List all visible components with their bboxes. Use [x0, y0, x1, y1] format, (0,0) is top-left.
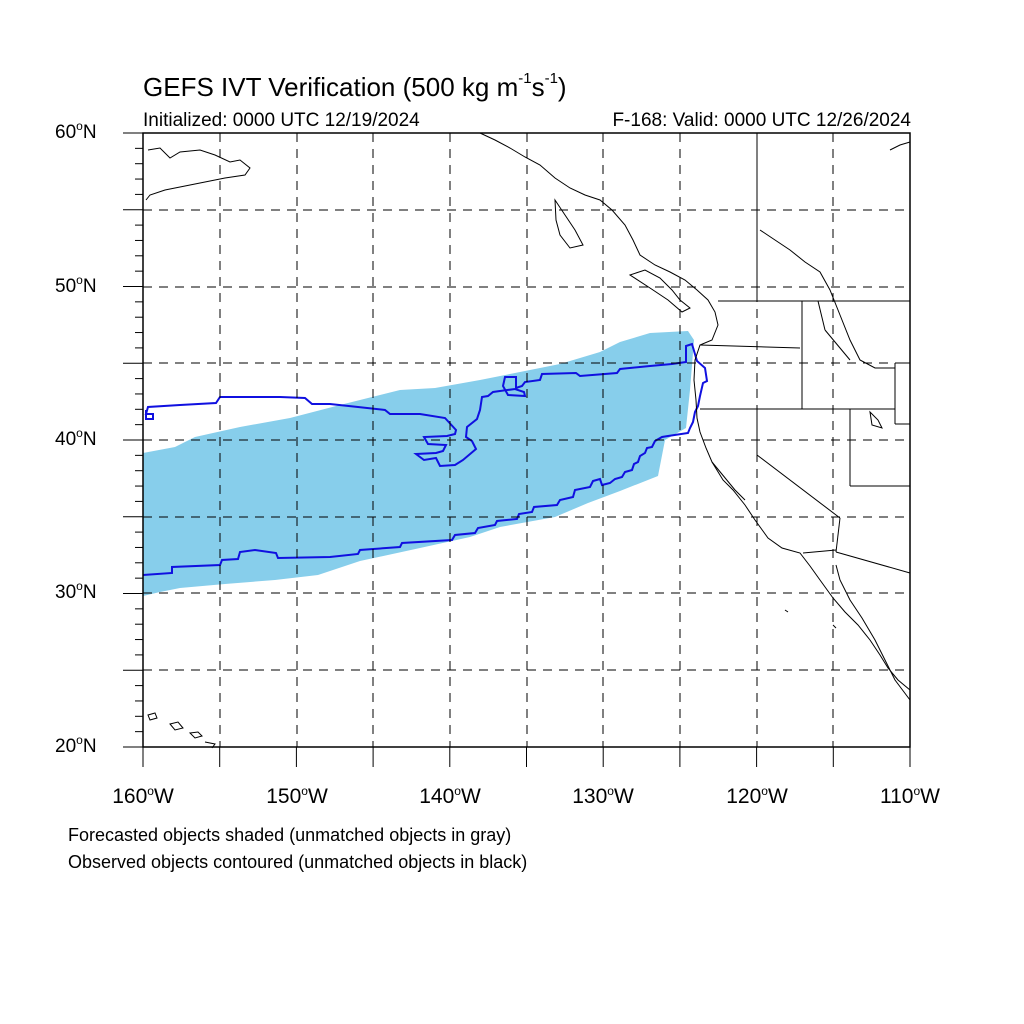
lon-label-110w: 110oW	[880, 784, 940, 808]
lon-label-160w: 160oW	[112, 784, 174, 808]
lat-label-40n: 40oN	[55, 426, 97, 450]
political-borders	[699, 133, 911, 574]
lat-label-20n: 20oN	[55, 733, 97, 757]
observed-note: Observed objects contoured (unmatched ob…	[68, 852, 528, 872]
map-grid	[143, 133, 910, 747]
lat-label-60n: 60oN	[55, 119, 97, 143]
lon-label-150w: 150oW	[266, 784, 328, 808]
coastline	[145, 132, 911, 749]
forecast-note: Forecasted objects shaded (unmatched obj…	[68, 825, 512, 845]
lon-label-120w: 120oW	[726, 784, 788, 808]
lat-label-30n: 30oN	[55, 579, 97, 603]
lat-label-50n: 50oN	[55, 273, 97, 297]
lon-label-140w: 140oW	[419, 784, 481, 808]
map-title: GEFS IVT Verification (500 kg m-1s-1)	[143, 70, 567, 102]
initialized-time: Initialized: 0000 UTC 12/19/2024	[143, 110, 420, 131]
axis-ticks	[123, 132, 911, 767]
valid-time: F-168: Valid: 0000 UTC 12/26/2024	[612, 110, 911, 131]
forecast-object	[143, 331, 694, 596]
lon-label-130w: 130oW	[572, 784, 634, 808]
